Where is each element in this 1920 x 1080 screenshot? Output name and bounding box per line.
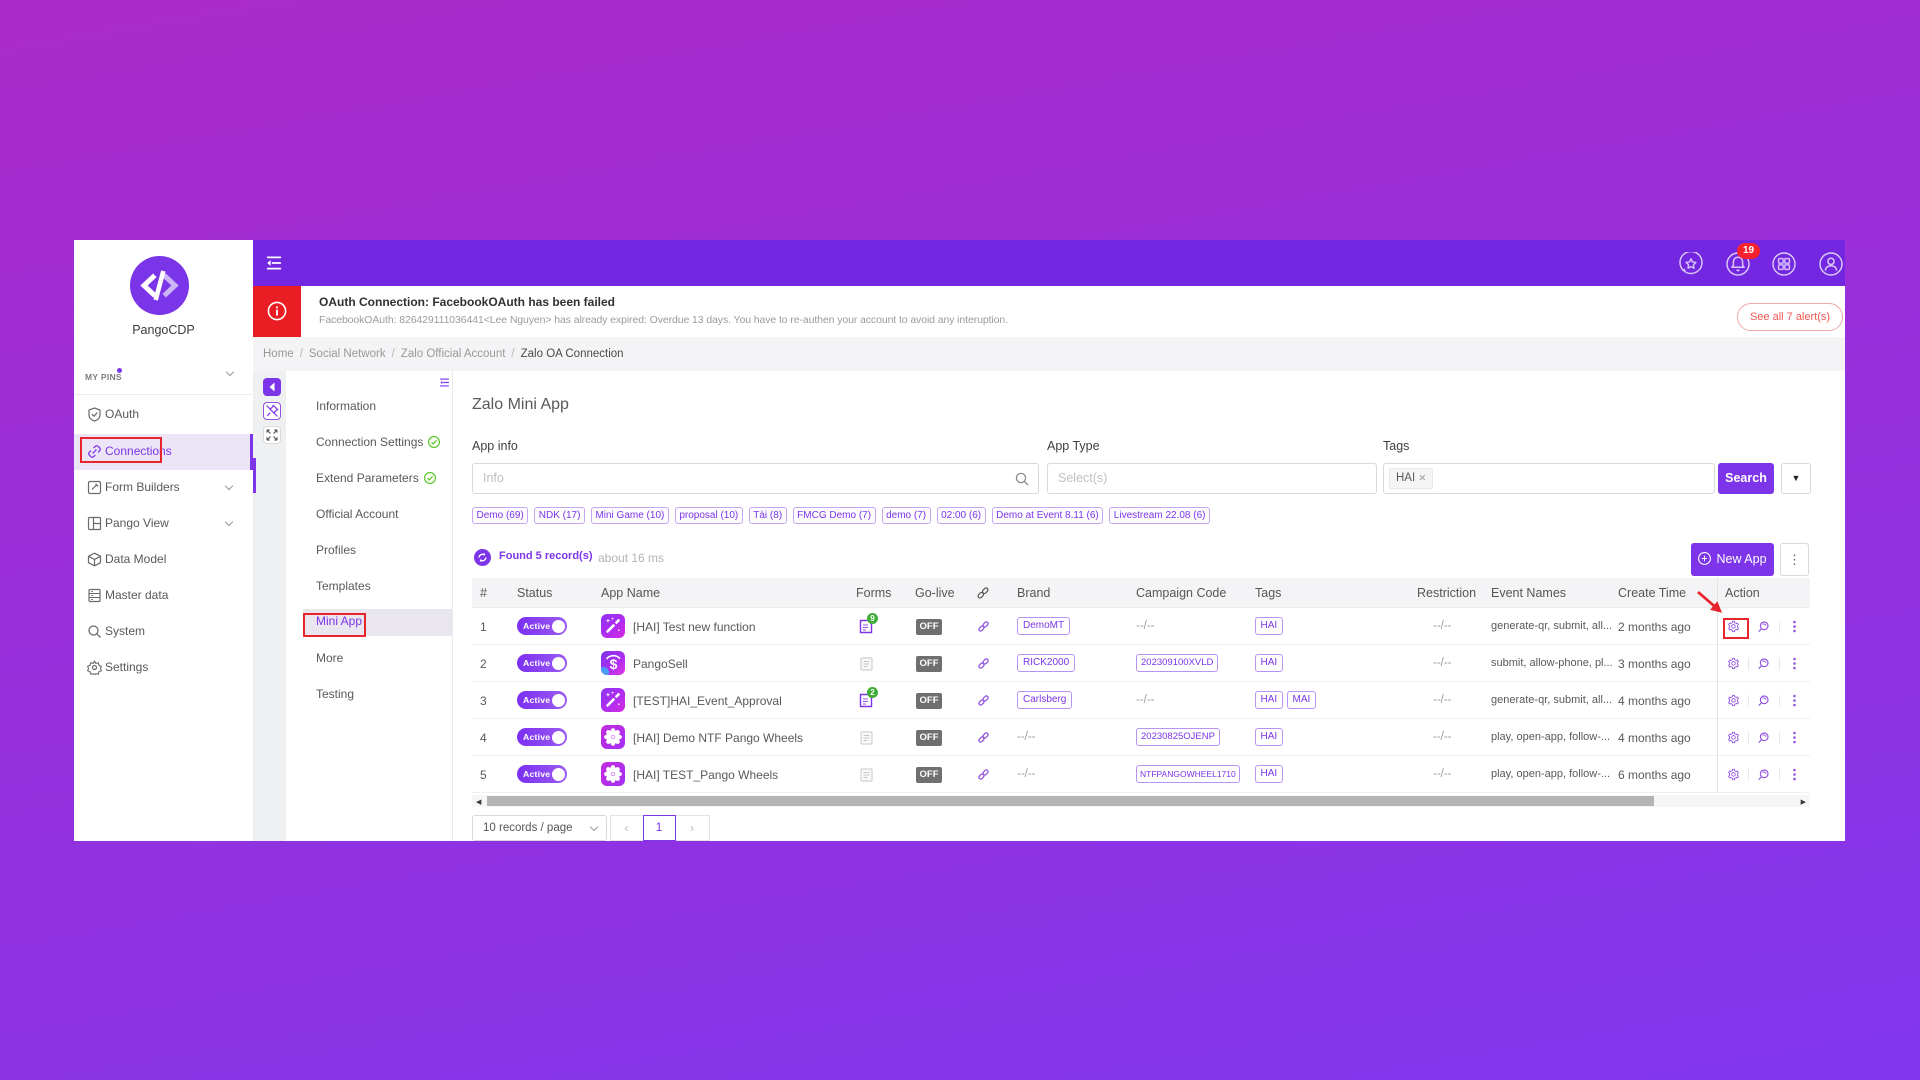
svg-text:$: $ — [610, 656, 618, 672]
